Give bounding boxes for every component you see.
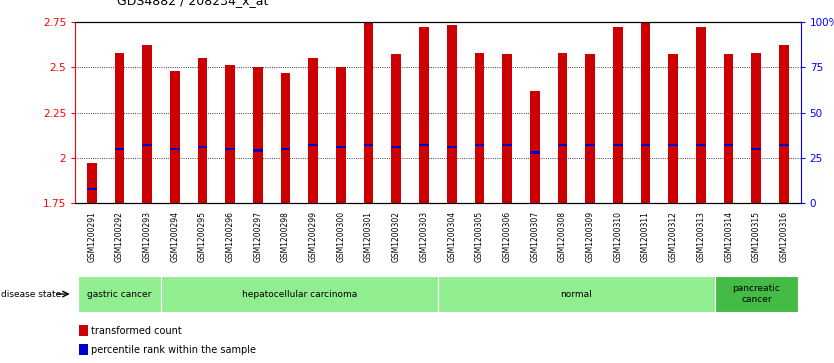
Bar: [475, 53, 485, 203]
Text: GDS4882 / 208234_x_at: GDS4882 / 208234_x_at: [117, 0, 269, 7]
Bar: [696, 27, 706, 203]
Bar: [336, 67, 346, 203]
Bar: [114, 53, 124, 203]
Bar: [668, 144, 678, 146]
Bar: [87, 188, 97, 190]
Bar: [779, 144, 789, 146]
Bar: [225, 148, 235, 150]
Bar: [309, 58, 318, 203]
Bar: [87, 163, 97, 203]
Bar: [641, 144, 651, 146]
Text: gastric cancer: gastric cancer: [88, 290, 152, 298]
Bar: [724, 54, 733, 203]
Bar: [530, 151, 540, 154]
Text: normal: normal: [560, 290, 592, 298]
Bar: [751, 53, 761, 203]
Bar: [613, 27, 623, 203]
Bar: [114, 148, 124, 150]
Bar: [779, 45, 789, 203]
Bar: [198, 146, 208, 148]
Bar: [391, 54, 401, 203]
Bar: [161, 276, 438, 312]
Bar: [558, 144, 567, 146]
Bar: [253, 150, 263, 152]
Bar: [530, 91, 540, 203]
Bar: [336, 146, 346, 148]
Bar: [641, 22, 651, 203]
Bar: [502, 54, 512, 203]
Bar: [78, 344, 88, 355]
Bar: [391, 146, 401, 148]
Bar: [420, 144, 429, 146]
Bar: [253, 67, 263, 203]
Bar: [170, 71, 179, 203]
Text: disease state: disease state: [1, 290, 61, 298]
Text: percentile rank within the sample: percentile rank within the sample: [92, 345, 256, 355]
Bar: [281, 73, 290, 203]
Bar: [502, 144, 512, 146]
Bar: [585, 144, 595, 146]
Bar: [78, 325, 88, 336]
Bar: [281, 148, 290, 150]
Bar: [715, 276, 798, 312]
Bar: [143, 45, 152, 203]
Bar: [170, 148, 179, 150]
Bar: [225, 65, 235, 203]
Bar: [78, 276, 161, 312]
Bar: [447, 25, 456, 203]
Bar: [613, 144, 623, 146]
Bar: [724, 144, 733, 146]
Bar: [143, 144, 152, 146]
Text: hepatocellular carcinoma: hepatocellular carcinoma: [242, 290, 357, 298]
Bar: [475, 144, 485, 146]
Bar: [438, 276, 715, 312]
Bar: [198, 58, 208, 203]
Text: transformed count: transformed count: [92, 326, 182, 336]
Bar: [696, 144, 706, 146]
Bar: [447, 146, 456, 148]
Bar: [420, 27, 429, 203]
Bar: [364, 22, 374, 203]
Bar: [364, 144, 374, 146]
Bar: [751, 148, 761, 150]
Bar: [558, 53, 567, 203]
Bar: [309, 144, 318, 146]
Bar: [585, 54, 595, 203]
Bar: [668, 54, 678, 203]
Text: pancreatic
cancer: pancreatic cancer: [732, 284, 781, 304]
